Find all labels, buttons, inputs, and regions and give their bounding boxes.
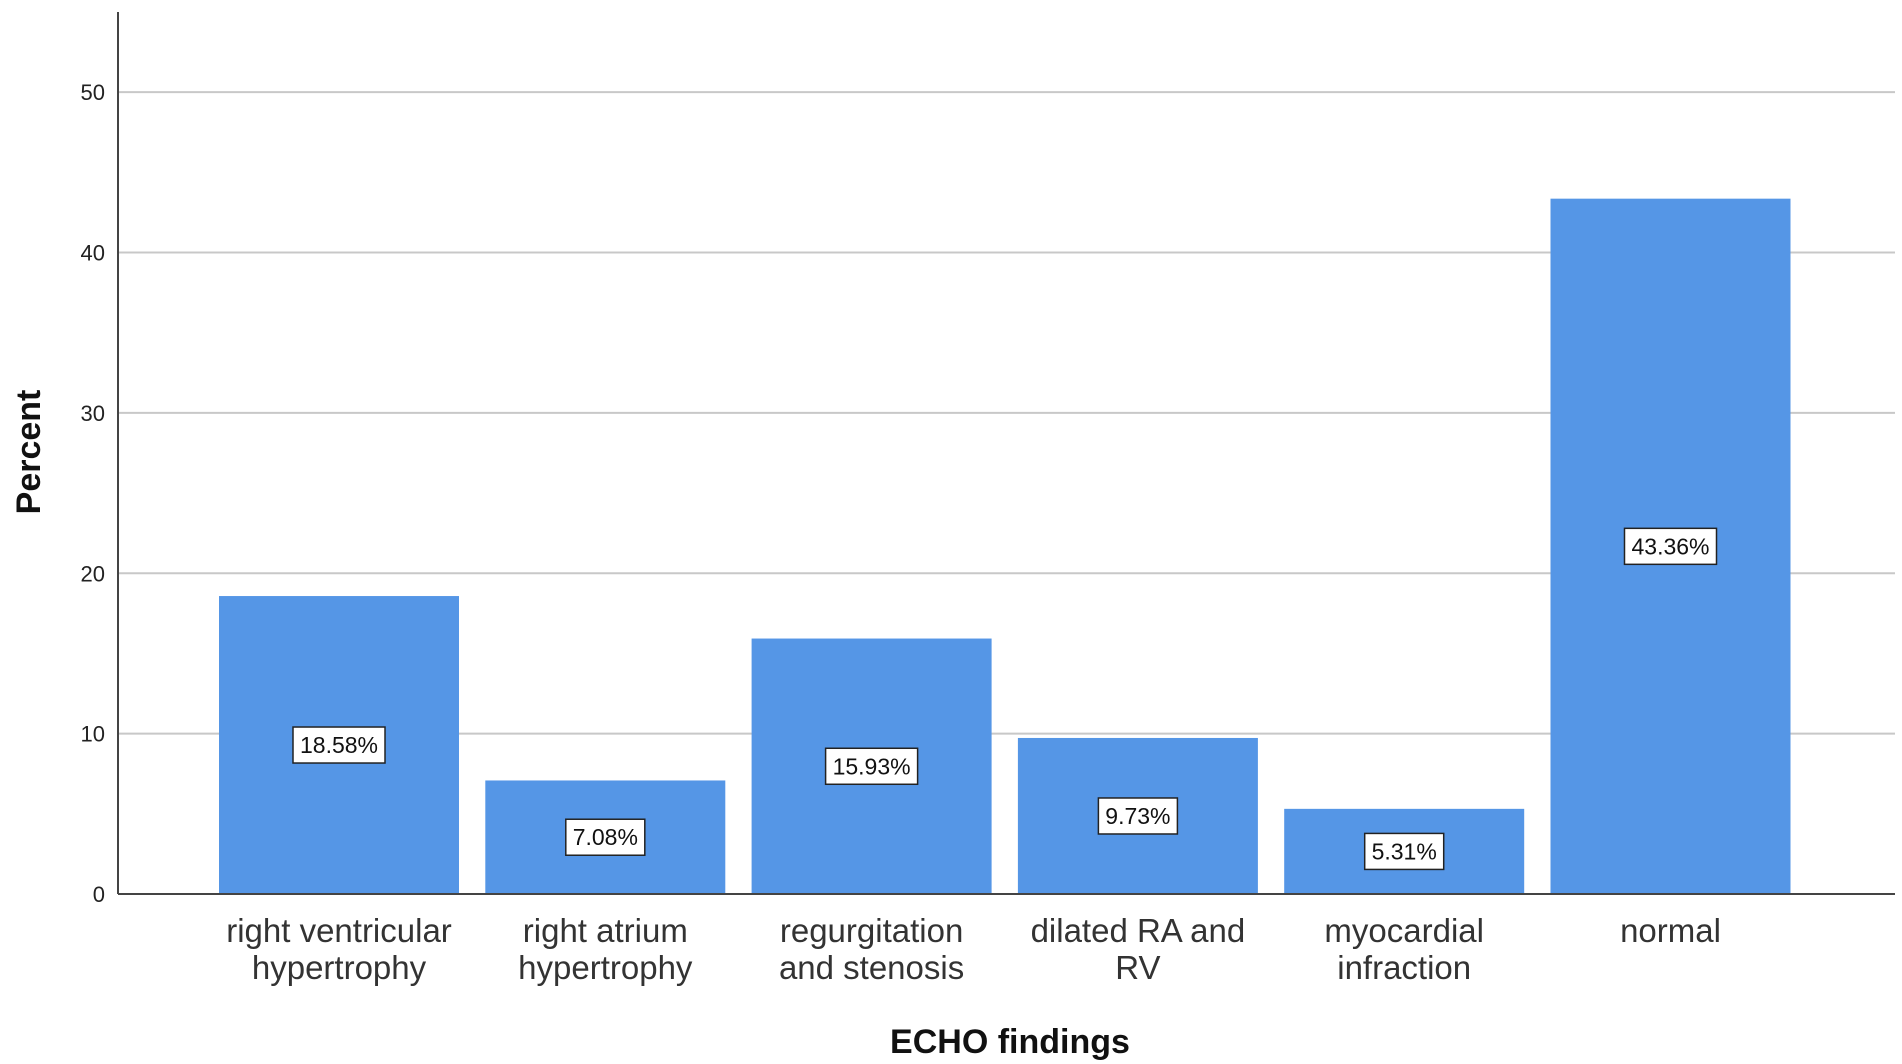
category-label-line: and stenosis bbox=[779, 949, 964, 986]
y-tick-label: 30 bbox=[81, 401, 105, 426]
data-label-box bbox=[1097, 797, 1179, 835]
category-label-line: infraction bbox=[1337, 949, 1471, 986]
data-label-text: 15.93% bbox=[833, 753, 911, 779]
category-label: regurgitation and stenosis bbox=[779, 912, 964, 986]
category-label-line: dilated RA and bbox=[1031, 912, 1246, 949]
category-label: normal bbox=[1620, 912, 1721, 949]
y-tick-label: 50 bbox=[81, 80, 105, 105]
category-label: right atrium hypertrophy bbox=[518, 912, 693, 986]
bars bbox=[219, 198, 1791, 894]
data-label: 43.36% bbox=[1623, 527, 1718, 566]
y-axis-title: Percent bbox=[10, 390, 48, 515]
y-tick-label: 10 bbox=[81, 722, 105, 747]
category-label-line: right atrium bbox=[523, 912, 688, 949]
data-label-box bbox=[824, 747, 919, 786]
data-label: 18.58% bbox=[292, 726, 386, 764]
data-label-text: 5.31% bbox=[1372, 838, 1437, 864]
data-label-text: 7.08% bbox=[573, 824, 638, 850]
y-tick-label: 0 bbox=[93, 882, 105, 907]
y-tick-labels: 0 10 20 30 40 50 bbox=[81, 80, 105, 907]
data-label-text: 9.73% bbox=[1105, 803, 1170, 829]
data-label-text: 18.58% bbox=[300, 732, 378, 758]
data-label-box bbox=[565, 818, 646, 856]
category-label-line: regurgitation bbox=[780, 912, 963, 949]
data-label-box bbox=[1623, 527, 1718, 566]
data-label-box bbox=[1363, 832, 1445, 871]
data-labels: 18.58% 7.08% 15.93% 9.73% 5.31% 43.36% bbox=[292, 527, 1718, 871]
category-label: right ventricular hypertrophy bbox=[226, 912, 452, 986]
category-label-line: myocardial bbox=[1324, 912, 1484, 949]
y-tick-label: 40 bbox=[81, 241, 105, 266]
category-label-line: right ventricular bbox=[226, 912, 452, 949]
category-label-line: normal bbox=[1620, 912, 1721, 949]
y-tick-label: 20 bbox=[81, 561, 105, 586]
data-label: 5.31% bbox=[1363, 832, 1445, 871]
category-label-line: hypertrophy bbox=[518, 949, 693, 986]
category-label-line: RV bbox=[1115, 949, 1160, 986]
data-label: 7.08% bbox=[565, 818, 646, 856]
x-axis-title: ECHO findings bbox=[890, 1023, 1130, 1061]
axes bbox=[117, 12, 1895, 895]
category-label-line: hypertrophy bbox=[252, 949, 427, 986]
data-label-box bbox=[292, 726, 386, 764]
category-label: dilated RA and RV bbox=[1031, 912, 1246, 986]
data-label: 9.73% bbox=[1097, 797, 1179, 835]
data-label: 15.93% bbox=[824, 747, 919, 786]
data-label-text: 43.36% bbox=[1631, 533, 1709, 559]
category-label: myocardial infraction bbox=[1324, 912, 1484, 986]
